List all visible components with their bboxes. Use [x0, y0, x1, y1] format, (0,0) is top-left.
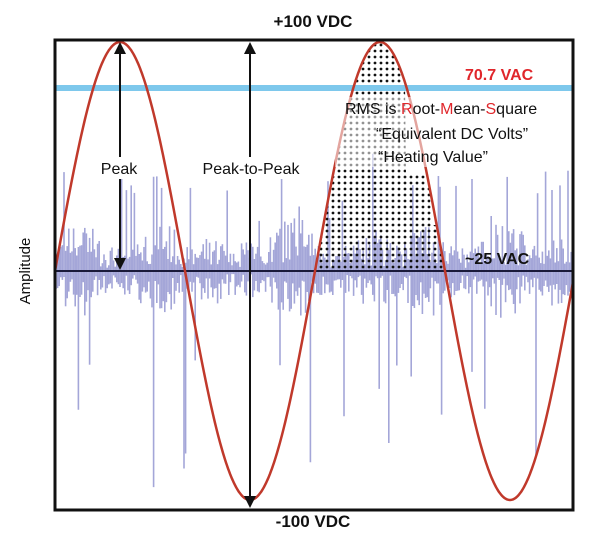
peak-arrow	[114, 42, 126, 270]
bottom-rail-label: -100 VDC	[276, 512, 351, 531]
peak-to-peak-label: Peak-to-Peak	[203, 161, 301, 178]
peak-to-peak-arrow	[244, 42, 256, 508]
rms-note-line1: RMS is Root-Mean-Square	[345, 101, 537, 118]
peak-to-peak-label-bg	[195, 157, 307, 179]
sine-wave	[55, 40, 573, 502]
rms-value-label: 70.7 VAC	[465, 67, 534, 84]
peak-label: Peak	[101, 161, 138, 178]
rms-note-line3: “Heating Value”	[378, 149, 488, 166]
signal-level-label: ~25 VAC	[465, 251, 530, 268]
rms-line	[55, 85, 573, 91]
rms-note-line2: “Equivalent DC Volts”	[376, 126, 528, 143]
peak-label-bg	[96, 157, 142, 179]
amplitude-axis-label: Amplitude	[17, 238, 34, 305]
top-rail-label: +100 VDC	[274, 12, 353, 31]
audio-waveform	[55, 153, 573, 488]
plot-frame	[53, 38, 575, 512]
rms-note: RMS is Root-Mean-Square “Equivalent DC V…	[335, 97, 565, 167]
